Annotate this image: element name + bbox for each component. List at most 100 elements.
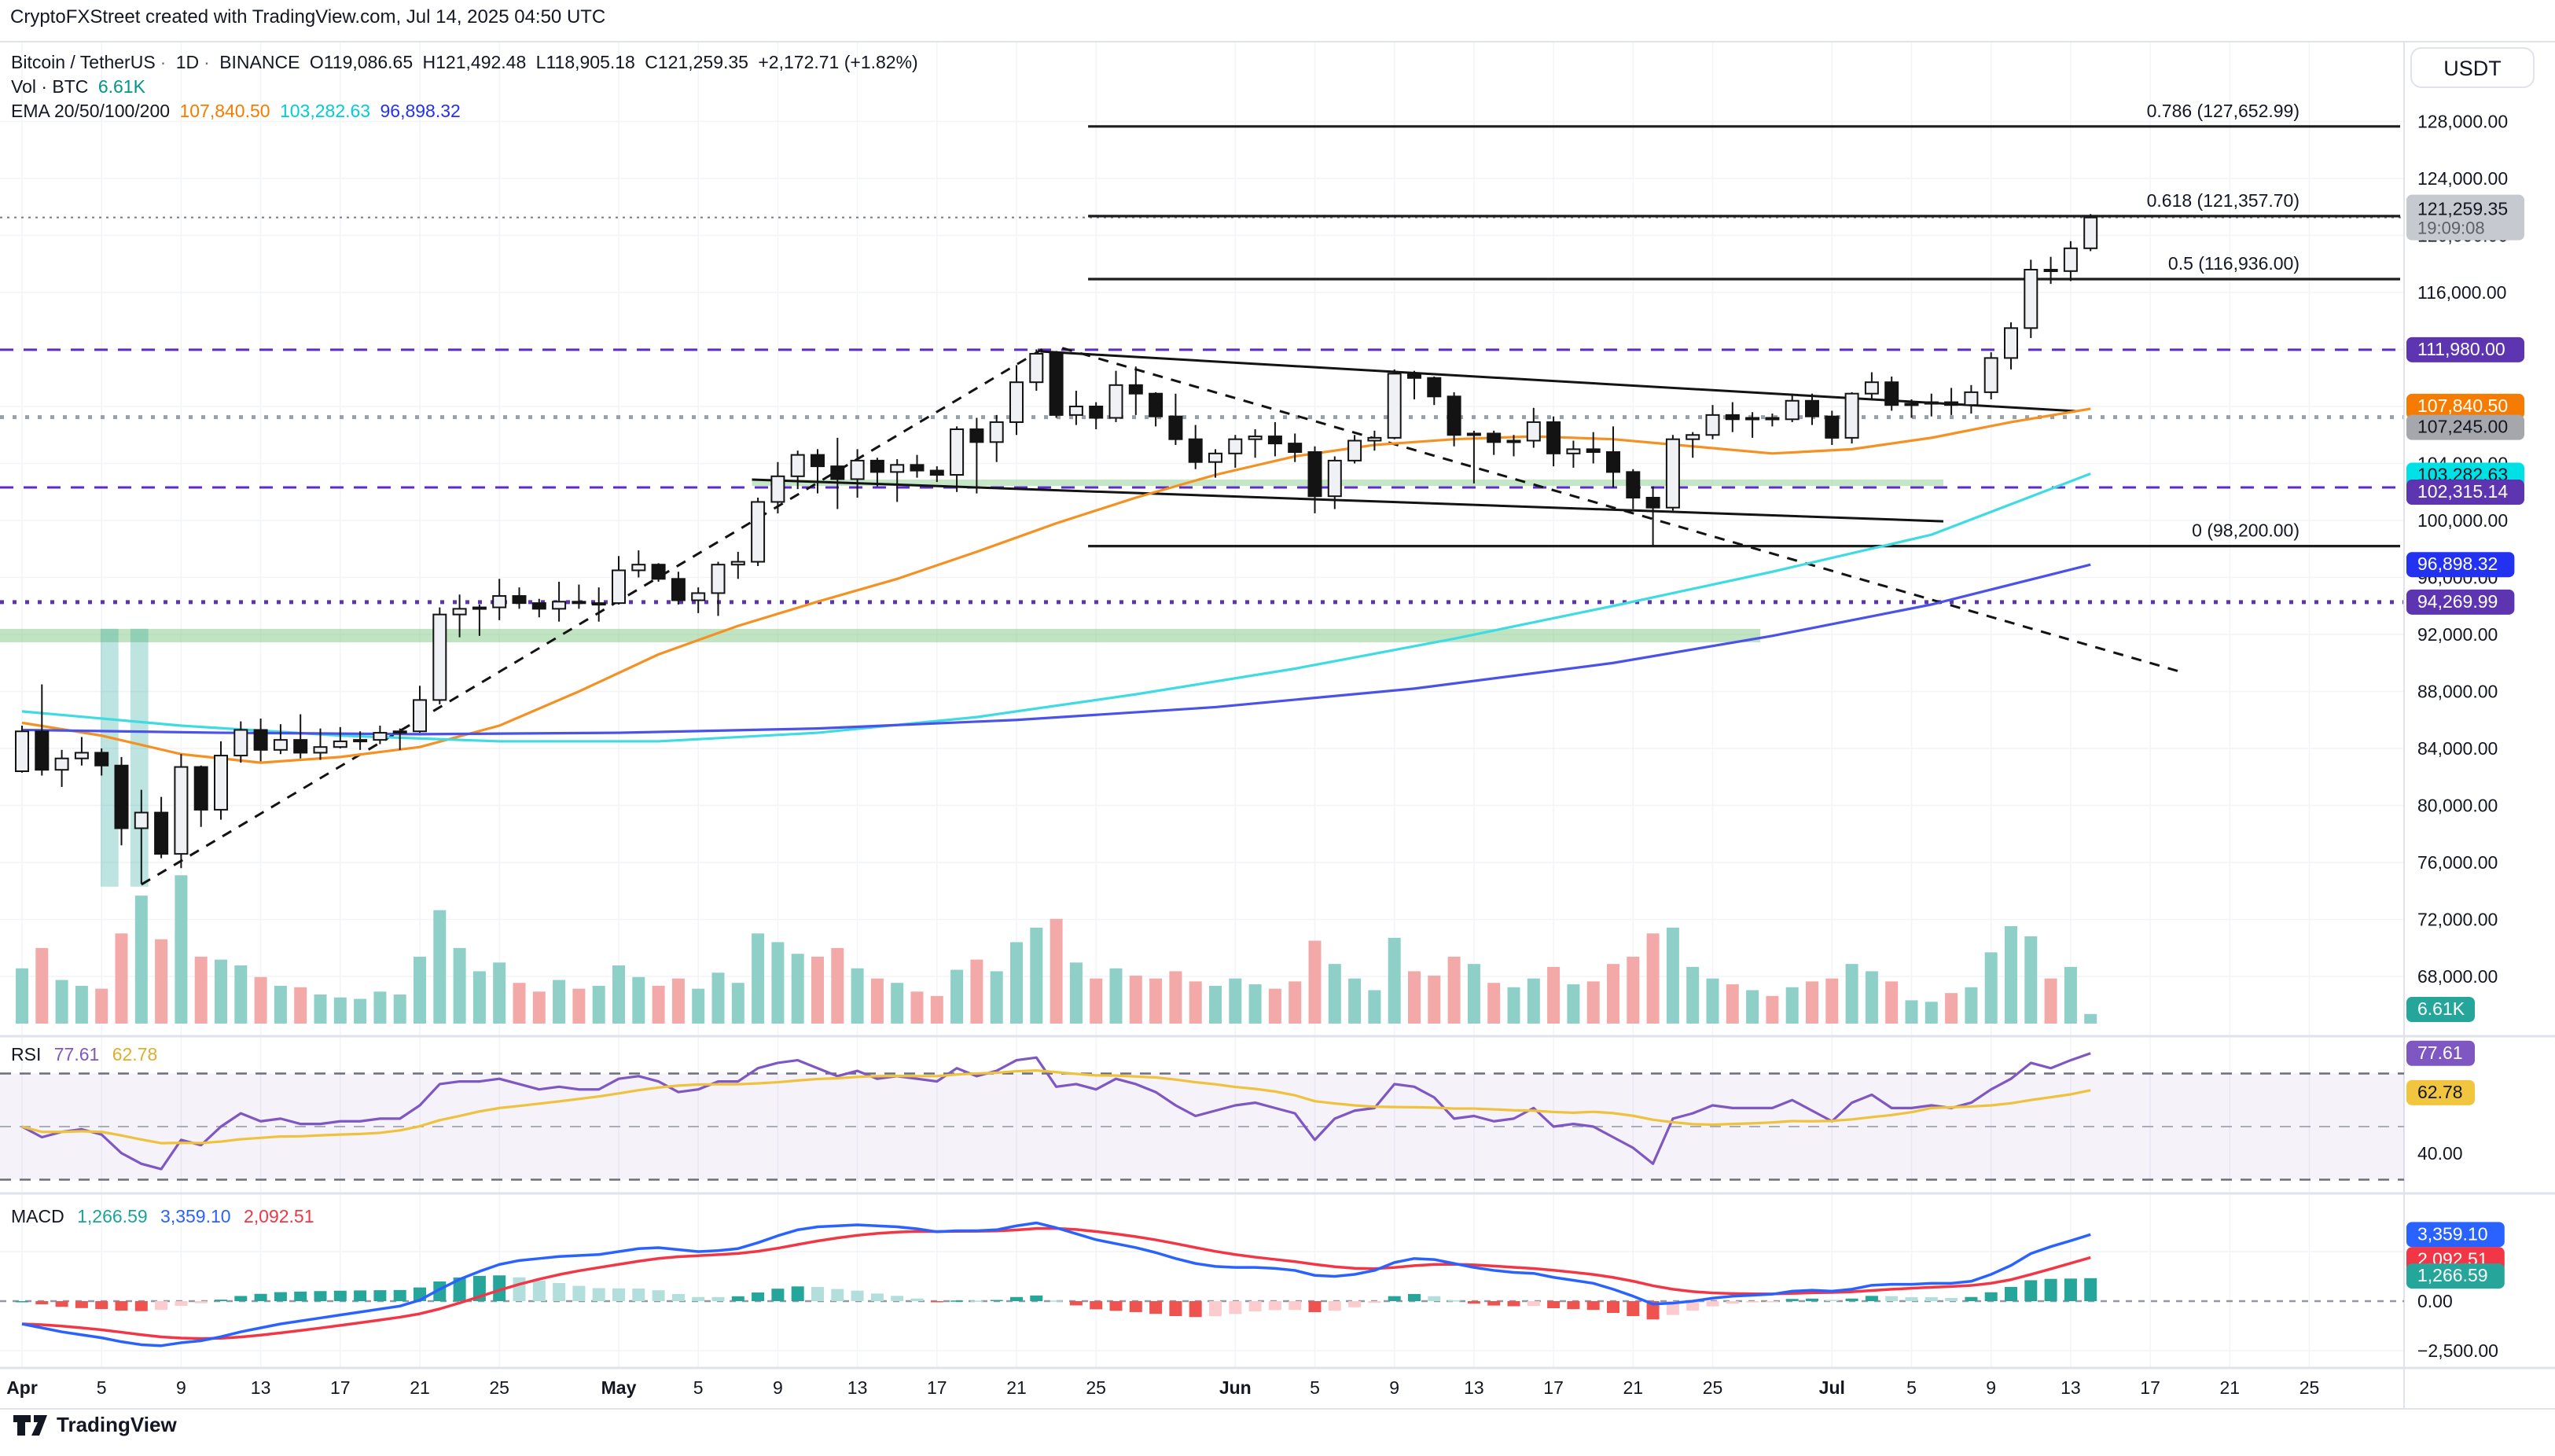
- candle-body: [1208, 452, 1222, 463]
- candle-body: [233, 729, 248, 757]
- volume-bar: [1149, 978, 1163, 1024]
- volume-bar: [1925, 1002, 1938, 1024]
- volume-bar: [254, 976, 267, 1024]
- rsi-legend-row[interactable]: RSI 77.61 62.78: [11, 1044, 157, 1065]
- price-axis-badge: [2406, 414, 2524, 440]
- volume-bar: [1268, 988, 1281, 1024]
- macd-line-value: 3,359.10: [160, 1206, 231, 1226]
- macd-histogram-bar: [612, 1288, 625, 1301]
- time-axis-label: 17: [1543, 1377, 1564, 1398]
- candle-body: [1307, 451, 1322, 498]
- ema200-value: 96,898.32: [380, 101, 461, 121]
- macd-histogram-bar: [373, 1290, 387, 1301]
- volume-bar: [1507, 987, 1520, 1024]
- volume-bar: [1308, 940, 1322, 1024]
- volume-bar: [1726, 984, 1739, 1024]
- macd-histogram-bar: [2024, 1280, 2038, 1301]
- macd-histogram-bar: [1746, 1301, 1759, 1303]
- volume-bar: [115, 933, 128, 1024]
- macd-histogram-bar: [1965, 1296, 1978, 1301]
- price-axis-label: 72,000.00: [2417, 910, 2498, 930]
- candle-body: [1506, 439, 1521, 443]
- tradingview-logo[interactable]: TradingView: [13, 1413, 177, 1437]
- macd-legend-row[interactable]: MACD 1,266.59 3,359.10 2,092.51: [11, 1206, 314, 1227]
- time-axis-label: 17: [2140, 1377, 2160, 1398]
- candle-body: [1884, 381, 1899, 406]
- candle-body: [1367, 436, 1382, 442]
- volume-legend-row[interactable]: Vol · BTC 6.61K: [11, 75, 923, 99]
- candle-body: [1387, 373, 1402, 439]
- macd-axis-badge: [2406, 1222, 2505, 1248]
- candle-body: [353, 739, 368, 743]
- macd-histogram-bar: [55, 1301, 68, 1307]
- tradingview-logo-icon: [13, 1414, 47, 1436]
- volume-bar: [1328, 964, 1341, 1024]
- time-axis-label: 9: [1986, 1377, 1996, 1398]
- candle-body: [1785, 399, 1800, 421]
- candle-body: [1427, 377, 1442, 398]
- volume-bar: [1825, 978, 1839, 1024]
- candle-body: [392, 730, 407, 734]
- candle-body: [989, 421, 1004, 443]
- lower-trendline: [752, 478, 1944, 523]
- volume-bar: [851, 968, 864, 1024]
- candle-body: [1566, 448, 1581, 454]
- candle-body: [1904, 403, 1919, 406]
- macd-histogram-bar: [1289, 1301, 1302, 1311]
- candle-body: [512, 595, 527, 605]
- rsi-ma-line: [21, 1069, 2091, 1145]
- volume-bar: [314, 995, 327, 1024]
- macd-histogram-bar: [1905, 1296, 1918, 1301]
- macd-histogram-bar: [930, 1301, 943, 1303]
- macd-histogram-bar: [1268, 1301, 1281, 1311]
- volume-bar: [2005, 926, 2017, 1024]
- time-axis-label: 25: [2300, 1377, 2320, 1398]
- macd-histogram-bar: [891, 1296, 904, 1301]
- volume-bar: [134, 895, 148, 1024]
- candle-body: [950, 428, 965, 476]
- macd-label: MACD: [11, 1206, 64, 1226]
- volume-bar: [1567, 984, 1580, 1024]
- macd-histogram-bar: [1706, 1301, 1719, 1307]
- macd-histogram-bar: [1567, 1301, 1580, 1310]
- macd-histogram-bar: [314, 1291, 327, 1301]
- symbol-legend-row[interactable]: Bitcoin / TetherUS · 1D · BINANCE O119,086…: [11, 52, 918, 72]
- fib-label: 0 (98,200.00): [2192, 520, 2300, 541]
- candle-body: [1765, 417, 1780, 421]
- volume-bar: [1646, 933, 1660, 1024]
- rsi-value: 77.61: [53, 1044, 100, 1064]
- macd-histogram-bar: [1069, 1301, 1083, 1306]
- volume-bar: [453, 947, 466, 1024]
- volume-bar: [393, 995, 406, 1024]
- macd-histogram-bar: [1527, 1301, 1540, 1307]
- macd-histogram-bar: [532, 1280, 546, 1301]
- candle-body: [253, 729, 268, 751]
- candle-body: [313, 746, 328, 754]
- volume-bar: [1865, 971, 1878, 1024]
- volume-bar: [1905, 1000, 1918, 1024]
- time-axis-label: 13: [251, 1377, 271, 1398]
- volume-bar: [1984, 952, 1998, 1024]
- candle-body: [830, 465, 845, 480]
- macd-histogram-bar: [175, 1301, 188, 1306]
- time-axis-label: Jul: [1819, 1377, 1845, 1398]
- macd-histogram-bar: [2084, 1278, 2097, 1301]
- candle-body: [2063, 247, 2078, 272]
- candle-body: [730, 561, 745, 566]
- currency-toggle-button[interactable]: USDT: [2410, 47, 2535, 88]
- macd-histogram-bar: [2005, 1286, 2017, 1301]
- volume-bar: [472, 971, 486, 1024]
- symbol-title: Bitcoin / TetherUS: [11, 52, 156, 72]
- volume-bar: [1806, 981, 1818, 1024]
- supply-band: [752, 479, 1943, 487]
- rsi-axis-label: 40.00: [2417, 1143, 2463, 1164]
- rsi-label: RSI: [11, 1044, 42, 1064]
- price-axis-badge-text: 121,259.35: [2417, 199, 2508, 219]
- macd-histogram-bar: [1607, 1301, 1619, 1314]
- volume-bar: [1885, 981, 1899, 1024]
- ema-legend-row[interactable]: EMA 20/50/100/200 107,840.50 103,282.63 …: [11, 99, 923, 123]
- volume-bar: [811, 956, 824, 1024]
- volume-bar: [274, 985, 287, 1024]
